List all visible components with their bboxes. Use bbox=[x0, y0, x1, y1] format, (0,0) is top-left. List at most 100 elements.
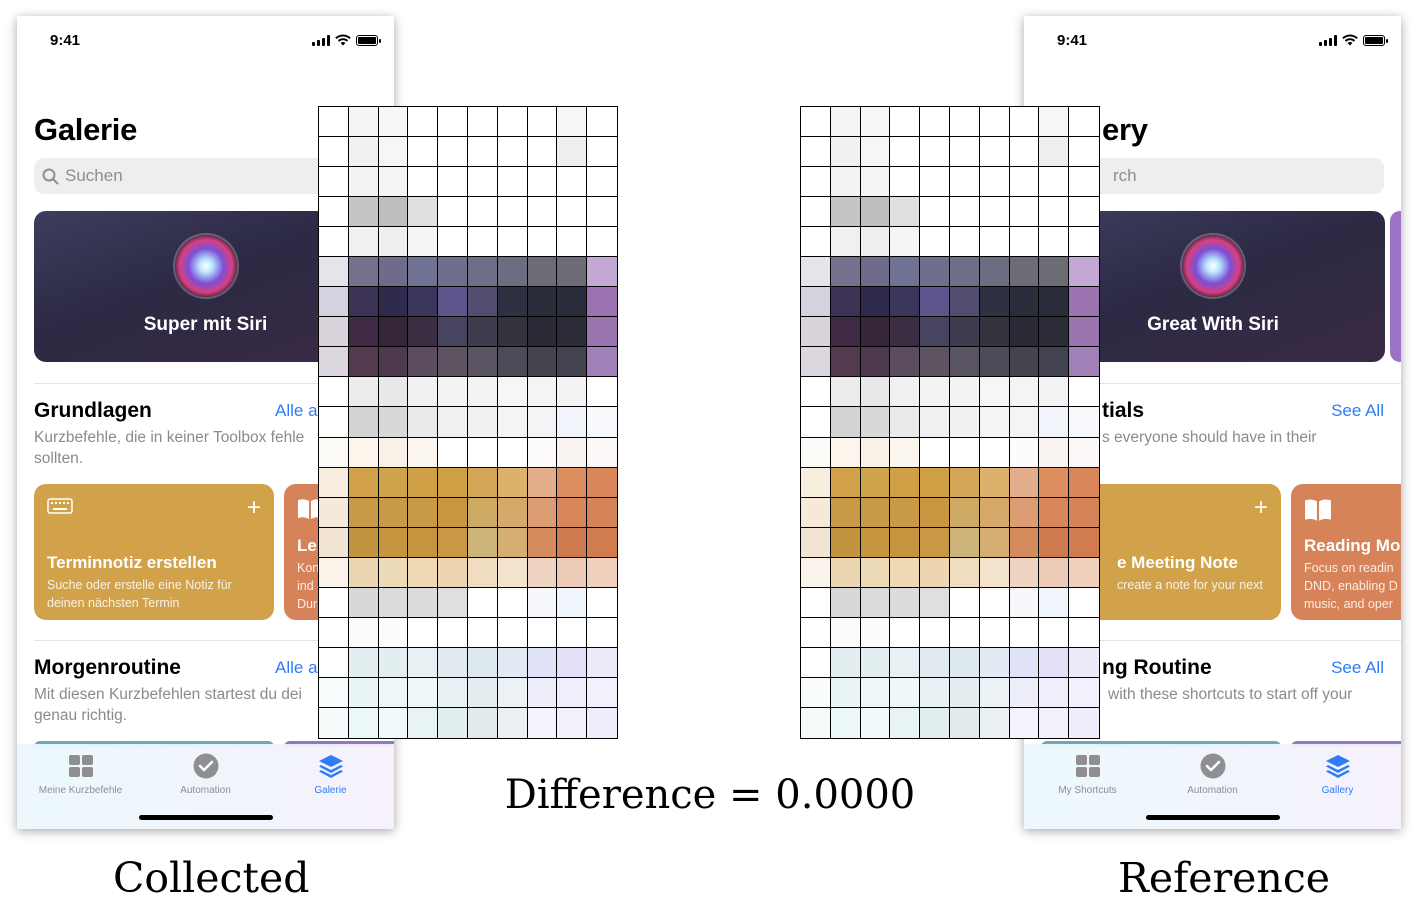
pixel-cell bbox=[860, 347, 891, 378]
pixel-cell bbox=[1009, 527, 1040, 558]
pixel-cell bbox=[979, 167, 1010, 198]
pixel-cell bbox=[557, 407, 588, 438]
tab-gallery[interactable]: Galerie bbox=[268, 752, 393, 796]
pixel-cell bbox=[1069, 587, 1099, 618]
pixel-cell bbox=[1009, 677, 1040, 708]
tab-gallery[interactable]: Gallery bbox=[1275, 752, 1400, 796]
pixel-cell bbox=[920, 197, 950, 228]
pixel-cell bbox=[467, 257, 498, 288]
pixel-cell bbox=[557, 467, 588, 498]
next-collection-card-peek[interactable] bbox=[1390, 211, 1401, 362]
pixel-cell bbox=[408, 587, 439, 618]
pixel-cell bbox=[801, 257, 831, 288]
pixel-cell bbox=[920, 527, 950, 558]
pixel-cell bbox=[830, 617, 861, 648]
pixel-cell bbox=[527, 377, 558, 408]
divider bbox=[34, 640, 394, 641]
pixel-cell bbox=[319, 407, 349, 438]
cellular-signal-icon bbox=[1319, 35, 1337, 46]
wifi-icon bbox=[335, 34, 351, 46]
pixel-cell bbox=[408, 167, 439, 198]
pixel-cell bbox=[348, 587, 379, 618]
pixel-cell bbox=[557, 527, 588, 558]
pixel-cell bbox=[467, 437, 498, 468]
pixel-cell bbox=[527, 137, 558, 168]
status-icons bbox=[1319, 34, 1388, 46]
pixel-cell bbox=[949, 587, 980, 618]
pixel-cell bbox=[497, 257, 528, 288]
pixel-cell bbox=[378, 587, 409, 618]
pixel-cell bbox=[557, 317, 588, 348]
shortcut-card-reading-mode[interactable]: Reading Mo Focus on readin DND, enabling… bbox=[1291, 484, 1401, 620]
pixel-cell bbox=[801, 587, 831, 618]
pixel-cell bbox=[890, 377, 921, 408]
pixel-cell bbox=[438, 587, 468, 618]
pixel-cell bbox=[587, 647, 617, 678]
pixel-cell bbox=[1069, 167, 1099, 198]
pixel-cell bbox=[949, 647, 980, 678]
pixel-cell bbox=[920, 377, 950, 408]
tab-my-shortcuts[interactable]: Meine Kurzbefehle bbox=[18, 752, 143, 796]
pixel-cell bbox=[830, 527, 861, 558]
pixel-cell bbox=[830, 107, 861, 138]
see-all-link[interactable]: See All bbox=[1331, 658, 1384, 677]
pixel-cell bbox=[438, 287, 468, 318]
tab-automation[interactable]: Automation bbox=[143, 752, 268, 796]
pixel-cell bbox=[1009, 377, 1040, 408]
pixel-cell bbox=[408, 347, 439, 378]
pixel-cell bbox=[1009, 557, 1040, 588]
pixel-cell bbox=[1039, 197, 1070, 228]
pixel-cell bbox=[920, 557, 950, 588]
see-all-link[interactable]: Alle a bbox=[275, 401, 318, 420]
pixel-cell bbox=[557, 167, 588, 198]
pixel-cell bbox=[830, 317, 861, 348]
pixel-cell bbox=[1039, 317, 1070, 348]
pixel-cell bbox=[1069, 557, 1099, 588]
pixel-cell bbox=[438, 467, 468, 498]
pixel-cell bbox=[979, 347, 1010, 378]
pixel-cell bbox=[408, 197, 439, 228]
pixel-cell bbox=[587, 287, 617, 318]
pixel-cell bbox=[348, 377, 379, 408]
pixel-cell bbox=[378, 647, 409, 678]
pixel-cell bbox=[1069, 317, 1099, 348]
pixel-cell bbox=[979, 107, 1010, 138]
pixel-cell bbox=[348, 317, 379, 348]
see-all-link[interactable]: See All bbox=[1331, 401, 1384, 420]
section-title-essentials: Grundlagen bbox=[34, 399, 152, 422]
pixel-cell bbox=[348, 467, 379, 498]
pixel-cell bbox=[860, 467, 891, 498]
home-indicator[interactable] bbox=[138, 815, 273, 820]
pixel-cell bbox=[527, 437, 558, 468]
pixel-cell bbox=[979, 227, 1010, 258]
pixel-cell bbox=[348, 497, 379, 528]
pixel-cell bbox=[949, 167, 980, 198]
section-description: Mit diesen Kurzbefehlen startest du dei … bbox=[34, 686, 302, 724]
pixel-cell bbox=[1009, 617, 1040, 648]
pixel-cell bbox=[557, 287, 588, 318]
tab-automation[interactable]: Automation bbox=[1150, 752, 1275, 796]
siri-card-label: Super mit Siri bbox=[143, 314, 268, 335]
pixel-cell bbox=[438, 437, 468, 468]
pixel-cell bbox=[890, 557, 921, 588]
pixel-cell bbox=[378, 617, 409, 648]
add-shortcut-button[interactable]: + bbox=[1253, 494, 1268, 521]
shortcut-card-meeting-note[interactable]: + Terminnotiz erstellen Suche oder erste… bbox=[34, 484, 274, 620]
add-shortcut-button[interactable]: + bbox=[246, 494, 261, 521]
grid-icon bbox=[1075, 755, 1100, 777]
see-all-link[interactable]: Alle a bbox=[275, 658, 318, 677]
pixel-cell bbox=[890, 227, 921, 258]
tab-my-shortcuts[interactable]: My Shortcuts bbox=[1025, 752, 1150, 796]
pixel-cell bbox=[890, 437, 921, 468]
pixel-cell bbox=[348, 347, 379, 378]
pixel-cell bbox=[587, 227, 617, 258]
pixel-cell bbox=[801, 197, 831, 228]
home-indicator[interactable] bbox=[1145, 815, 1280, 820]
pixel-cell bbox=[920, 437, 950, 468]
tab-bar: My Shortcuts Automation Gallery bbox=[1024, 744, 1401, 829]
pixel-cell bbox=[830, 287, 861, 318]
pixel-cell bbox=[860, 647, 891, 678]
section-title-essentials: tials bbox=[1102, 399, 1145, 422]
pixel-cell bbox=[979, 137, 1010, 168]
pixel-cell bbox=[1039, 647, 1070, 678]
